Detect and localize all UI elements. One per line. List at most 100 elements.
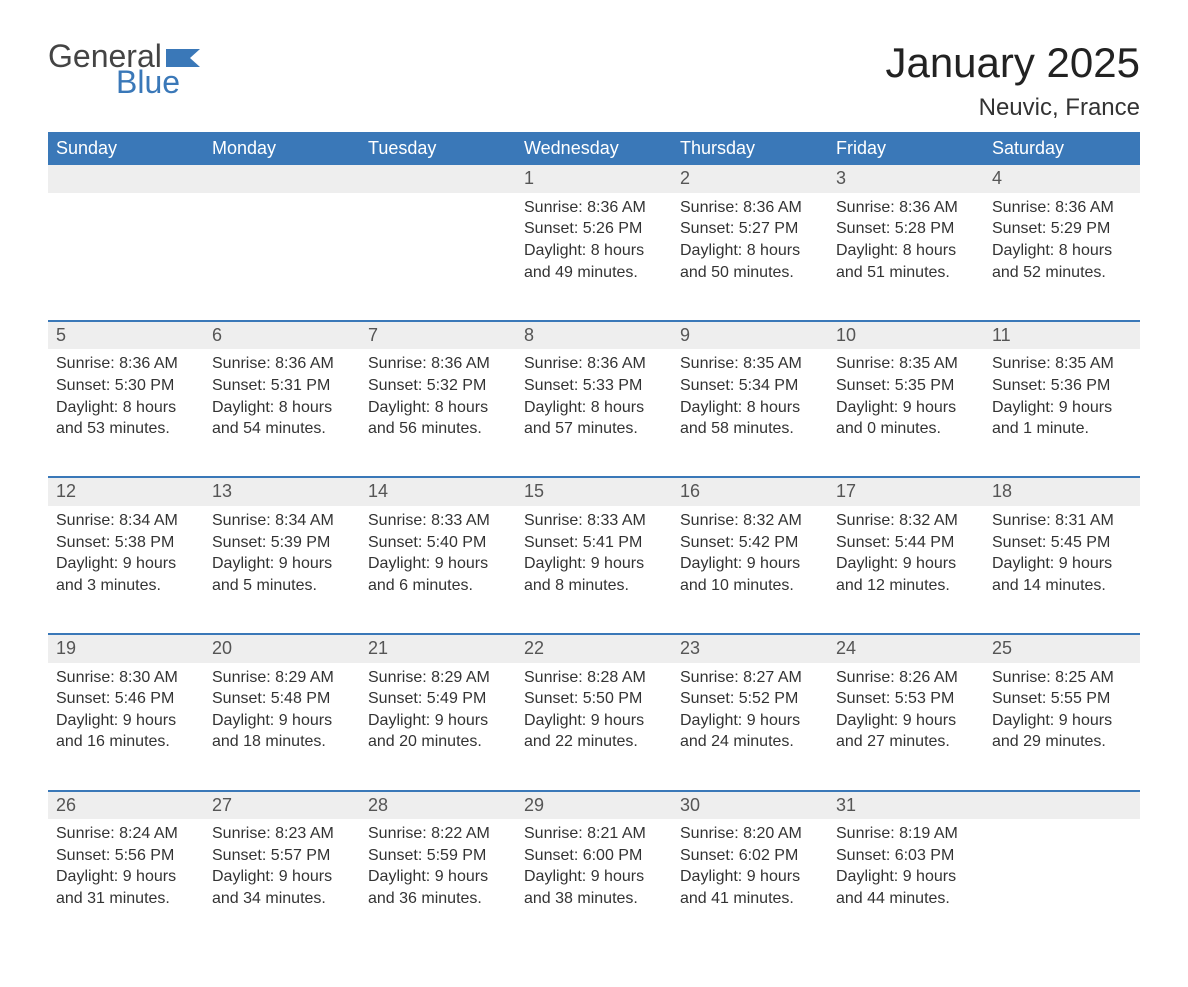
day-number: 25	[984, 635, 1140, 663]
daylight-line1: Daylight: 9 hours	[524, 866, 664, 888]
day-content: Sunrise: 8:36 AMSunset: 5:33 PMDaylight:…	[516, 349, 672, 453]
daynum-row: 1234	[48, 165, 1140, 193]
daylight-line1: Daylight: 9 hours	[992, 710, 1132, 732]
daylight-line2: and 31 minutes.	[56, 888, 196, 910]
daynum-cell	[360, 165, 516, 193]
day-cell: Sunrise: 8:22 AMSunset: 5:59 PMDaylight:…	[360, 819, 516, 947]
daynum-row: 12131415161718	[48, 478, 1140, 506]
day-number: 29	[516, 792, 672, 820]
daylight-line1: Daylight: 8 hours	[680, 397, 820, 419]
sunrise-text: Sunrise: 8:35 AM	[836, 353, 976, 375]
sunset-text: Sunset: 5:57 PM	[212, 845, 352, 867]
daylight-line1: Daylight: 9 hours	[992, 397, 1132, 419]
daynum-cell: 28	[360, 792, 516, 820]
sunset-text: Sunset: 6:02 PM	[680, 845, 820, 867]
daylight-line1: Daylight: 9 hours	[368, 710, 508, 732]
daylight-line2: and 20 minutes.	[368, 731, 508, 753]
daylight-line1: Daylight: 9 hours	[836, 866, 976, 888]
sunrise-text: Sunrise: 8:28 AM	[524, 667, 664, 689]
daylight-line2: and 49 minutes.	[524, 262, 664, 284]
daynum-cell: 12	[48, 478, 204, 506]
daynum-cell: 18	[984, 478, 1140, 506]
day-number: 8	[516, 322, 672, 350]
sunset-text: Sunset: 5:53 PM	[836, 688, 976, 710]
daylight-line2: and 10 minutes.	[680, 575, 820, 597]
daynum-cell: 17	[828, 478, 984, 506]
day-content: Sunrise: 8:36 AMSunset: 5:29 PMDaylight:…	[984, 193, 1140, 297]
day-number: 12	[48, 478, 204, 506]
day-content: Sunrise: 8:32 AMSunset: 5:44 PMDaylight:…	[828, 506, 984, 610]
sunset-text: Sunset: 5:29 PM	[992, 218, 1132, 240]
day-cell: Sunrise: 8:31 AMSunset: 5:45 PMDaylight:…	[984, 506, 1140, 634]
day-cell: Sunrise: 8:34 AMSunset: 5:38 PMDaylight:…	[48, 506, 204, 634]
sunrise-text: Sunrise: 8:21 AM	[524, 823, 664, 845]
day-number: 17	[828, 478, 984, 506]
sunset-text: Sunset: 5:35 PM	[836, 375, 976, 397]
daynum-cell: 31	[828, 792, 984, 820]
location: Neuvic, France	[885, 94, 1140, 122]
day-number: 7	[360, 322, 516, 350]
daylight-line1: Daylight: 8 hours	[680, 240, 820, 262]
page: General Blue January 2025 Neuvic, France…	[0, 0, 1188, 987]
day-content: Sunrise: 8:35 AMSunset: 5:35 PMDaylight:…	[828, 349, 984, 453]
sunrise-text: Sunrise: 8:34 AM	[212, 510, 352, 532]
sunrise-text: Sunrise: 8:32 AM	[836, 510, 976, 532]
sunrise-text: Sunrise: 8:19 AM	[836, 823, 976, 845]
sunset-text: Sunset: 5:26 PM	[524, 218, 664, 240]
daynum-cell: 25	[984, 635, 1140, 663]
daynum-cell: 5	[48, 322, 204, 350]
daylight-line1: Daylight: 9 hours	[836, 710, 976, 732]
daynum-cell: 6	[204, 322, 360, 350]
day-number: 5	[48, 322, 204, 350]
daynum-row: 19202122232425	[48, 635, 1140, 663]
daylight-line2: and 51 minutes.	[836, 262, 976, 284]
daylight-line2: and 0 minutes.	[836, 418, 976, 440]
daynum-row: 567891011	[48, 322, 1140, 350]
day-content: Sunrise: 8:20 AMSunset: 6:02 PMDaylight:…	[672, 819, 828, 923]
daylight-line2: and 58 minutes.	[680, 418, 820, 440]
week-row: Sunrise: 8:24 AMSunset: 5:56 PMDaylight:…	[48, 819, 1140, 947]
daylight-line2: and 12 minutes.	[836, 575, 976, 597]
day-content: Sunrise: 8:36 AMSunset: 5:30 PMDaylight:…	[48, 349, 204, 453]
daylight-line1: Daylight: 9 hours	[836, 397, 976, 419]
day-content: Sunrise: 8:29 AMSunset: 5:48 PMDaylight:…	[204, 663, 360, 767]
day-content: Sunrise: 8:30 AMSunset: 5:46 PMDaylight:…	[48, 663, 204, 767]
sunrise-text: Sunrise: 8:33 AM	[368, 510, 508, 532]
sunrise-text: Sunrise: 8:35 AM	[680, 353, 820, 375]
sunrise-text: Sunrise: 8:36 AM	[992, 197, 1132, 219]
day-cell: Sunrise: 8:21 AMSunset: 6:00 PMDaylight:…	[516, 819, 672, 947]
daynum-cell: 20	[204, 635, 360, 663]
day-header: Wednesday	[516, 132, 672, 165]
sunset-text: Sunset: 5:33 PM	[524, 375, 664, 397]
sunrise-text: Sunrise: 8:33 AM	[524, 510, 664, 532]
daynum-cell: 14	[360, 478, 516, 506]
day-cell: Sunrise: 8:32 AMSunset: 5:42 PMDaylight:…	[672, 506, 828, 634]
day-cell: Sunrise: 8:33 AMSunset: 5:40 PMDaylight:…	[360, 506, 516, 634]
day-cell: Sunrise: 8:24 AMSunset: 5:56 PMDaylight:…	[48, 819, 204, 947]
day-number: 19	[48, 635, 204, 663]
daynum-cell: 15	[516, 478, 672, 506]
sunset-text: Sunset: 5:46 PM	[56, 688, 196, 710]
daylight-line1: Daylight: 9 hours	[680, 710, 820, 732]
day-number: 16	[672, 478, 828, 506]
daylight-line2: and 27 minutes.	[836, 731, 976, 753]
sunset-text: Sunset: 5:27 PM	[680, 218, 820, 240]
day-content: Sunrise: 8:36 AMSunset: 5:31 PMDaylight:…	[204, 349, 360, 453]
day-cell: Sunrise: 8:36 AMSunset: 5:32 PMDaylight:…	[360, 349, 516, 477]
sunrise-text: Sunrise: 8:36 AM	[524, 353, 664, 375]
day-cell: Sunrise: 8:29 AMSunset: 5:48 PMDaylight:…	[204, 663, 360, 791]
daylight-line1: Daylight: 8 hours	[992, 240, 1132, 262]
day-number: 3	[828, 165, 984, 193]
day-number: 24	[828, 635, 984, 663]
sunset-text: Sunset: 5:38 PM	[56, 532, 196, 554]
day-content: Sunrise: 8:22 AMSunset: 5:59 PMDaylight:…	[360, 819, 516, 923]
daylight-line2: and 54 minutes.	[212, 418, 352, 440]
day-content: Sunrise: 8:24 AMSunset: 5:56 PMDaylight:…	[48, 819, 204, 923]
sunset-text: Sunset: 5:41 PM	[524, 532, 664, 554]
day-number: 26	[48, 792, 204, 820]
daynum-cell: 4	[984, 165, 1140, 193]
daynum-cell: 16	[672, 478, 828, 506]
day-number: 4	[984, 165, 1140, 193]
daylight-line1: Daylight: 8 hours	[524, 397, 664, 419]
sunset-text: Sunset: 5:31 PM	[212, 375, 352, 397]
